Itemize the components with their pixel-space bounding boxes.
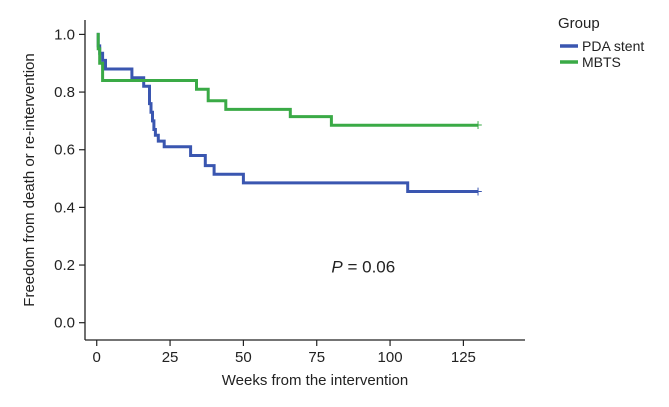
y-tick-label: 0.8 xyxy=(54,84,75,101)
x-tick-label: 125 xyxy=(451,349,476,366)
x-tick-label: 0 xyxy=(93,349,101,366)
y-axis-title: Freedom from death or re-intervention xyxy=(21,53,38,306)
y-tick-label: 0.4 xyxy=(54,199,75,216)
y-tick-label: 0.6 xyxy=(54,142,75,159)
p-value-symbol: P xyxy=(331,257,343,276)
p-value-text: = 0.06 xyxy=(343,257,395,276)
x-tick-label: 25 xyxy=(162,349,179,366)
series-line-pda-stent xyxy=(96,32,479,193)
x-axis-title: Weeks from the intervention xyxy=(222,372,408,389)
y-tick-label: 0.0 xyxy=(54,315,75,332)
censor-mark: + xyxy=(473,118,483,132)
x-tick-label: 75 xyxy=(308,349,325,366)
p-value-annotation: P = 0.06 xyxy=(331,257,395,276)
legend-label-pda-stent: PDA stent xyxy=(582,38,644,54)
censor-mark: + xyxy=(473,185,483,199)
series-layer: ++ xyxy=(96,32,483,199)
legend-title: Group xyxy=(558,15,600,32)
legend-label-mbts: MBTS xyxy=(582,54,621,70)
y-tick-label: 0.2 xyxy=(54,257,75,274)
y-tick-label: 1.0 xyxy=(54,26,75,43)
series-line-mbts xyxy=(96,32,479,127)
x-tick-label: 50 xyxy=(235,349,252,366)
x-tick-label: 100 xyxy=(378,349,403,366)
x-axis-ticks: 0 25 50 75 100 125 xyxy=(93,340,476,366)
y-axis-ticks: 0.0 0.2 0.4 0.6 0.8 1.0 xyxy=(54,26,85,332)
